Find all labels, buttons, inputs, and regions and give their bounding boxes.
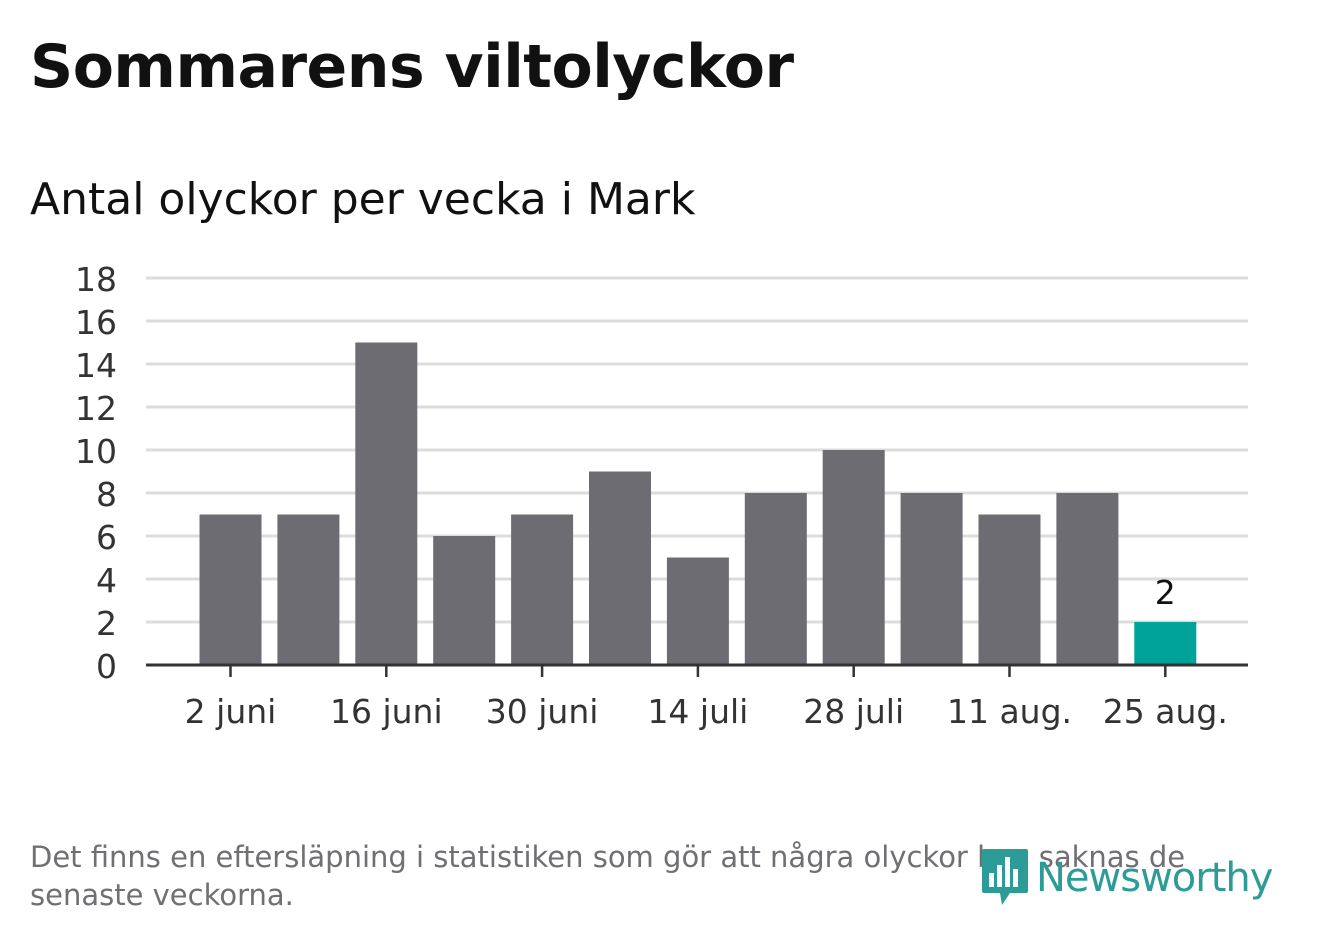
x-tick-label: 28 juli [803,692,904,731]
bar [1134,622,1197,665]
y-tick-label: 18 [75,260,117,299]
y-tick-label: 6 [96,518,117,557]
y-tick-label: 8 [96,475,117,514]
bar [511,514,574,665]
x-tick-label: 30 juni [486,692,599,731]
y-tick-label: 2 [96,604,117,643]
chart-subtitle: Antal olyckor per vecka i Mark [30,174,696,225]
x-tick-label: 14 juli [647,692,748,731]
bar [199,514,262,665]
data-label: 2 [1155,573,1176,612]
bar [744,493,807,665]
x-tick-label: 2 juni [185,692,277,731]
bar [433,536,496,665]
bar-chart: 0 2 4 6 8 10 12 14 16 18 2 juni 16 juni 30 juni 14 ju… [75,260,1248,731]
bar [978,514,1041,665]
bar [900,493,963,665]
y-tick-label: 16 [75,303,117,342]
chart-title: Sommarens viltolyckor [30,32,794,102]
bar [1056,493,1119,665]
y-tick-label: 12 [75,389,117,428]
bar [589,471,651,665]
y-tick-label: 0 [96,647,117,686]
bar-chart-speech-bubble-icon [982,849,1028,905]
bar [355,342,418,665]
y-tick-label: 10 [75,432,117,471]
newsworthy-logo: Newsworthy [980,848,1273,908]
x-tick-label: 25 aug. [1103,692,1228,731]
x-tick-label: 16 juni [330,692,443,731]
x-tick-label: 11 aug. [947,692,1072,731]
bar [277,514,340,665]
y-tick-label: 4 [96,561,117,600]
logo-text: Newsworthy [1036,855,1273,901]
y-tick-label: 14 [75,346,117,385]
bar [822,450,885,665]
bar [666,557,729,665]
